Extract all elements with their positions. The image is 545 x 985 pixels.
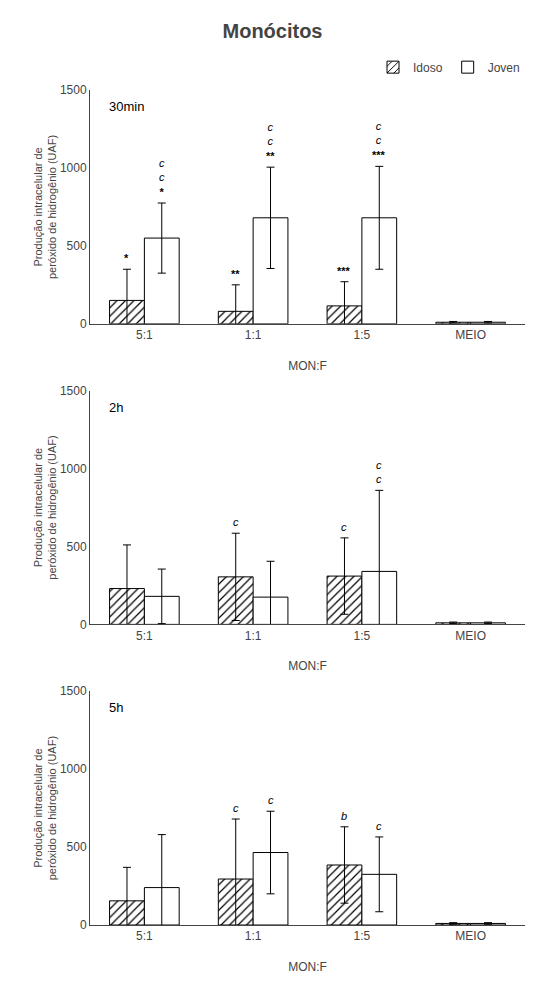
svg-text:cc*: cc*	[159, 157, 165, 198]
svg-text:0: 0	[80, 317, 87, 331]
svg-text:1:5: 1:5	[354, 629, 371, 643]
svg-text:2h: 2h	[109, 400, 123, 415]
svg-text:0: 0	[80, 618, 87, 632]
svg-text:c: c	[233, 516, 239, 528]
svg-text:Produção intracelular deperóxi: Produção intracelular deperóxido de hidr…	[32, 135, 58, 279]
svg-text:*: *	[124, 252, 129, 264]
svg-text:**: **	[231, 268, 240, 280]
svg-text:500: 500	[67, 840, 87, 854]
svg-text:***: ***	[337, 265, 351, 277]
svg-text:b: b	[341, 810, 347, 822]
svg-text:MEIO: MEIO	[455, 929, 486, 943]
svg-text:5:1: 5:1	[136, 929, 153, 943]
svg-text:MON:F: MON:F	[288, 960, 327, 974]
svg-text:500: 500	[67, 540, 87, 554]
svg-text:5:1: 5:1	[136, 328, 153, 342]
svg-text:c: c	[376, 820, 382, 832]
svg-text:5h: 5h	[109, 700, 123, 715]
svg-text:c: c	[341, 521, 347, 533]
svg-text:1:5: 1:5	[354, 929, 371, 943]
svg-text:5:1: 5:1	[136, 629, 153, 643]
svg-text:c: c	[268, 794, 274, 806]
svg-text:cc: cc	[376, 459, 382, 485]
svg-text:1:5: 1:5	[354, 328, 371, 342]
svg-text:c: c	[233, 802, 239, 814]
svg-text:30min: 30min	[109, 99, 144, 114]
svg-text:Joven: Joven	[488, 61, 520, 75]
svg-text:Idoso: Idoso	[413, 61, 443, 75]
svg-text:1500: 1500	[60, 684, 87, 698]
svg-text:1500: 1500	[60, 384, 87, 398]
svg-text:MON:F: MON:F	[288, 659, 327, 673]
svg-text:Produção intracelular deperóxi: Produção intracelular deperóxido de hidr…	[32, 736, 58, 880]
svg-text:cc***: cc***	[372, 120, 386, 161]
svg-text:1500: 1500	[60, 83, 87, 97]
svg-text:MON:F: MON:F	[288, 359, 327, 373]
svg-text:0: 0	[80, 918, 87, 932]
svg-text:1:1: 1:1	[245, 929, 262, 943]
svg-text:500: 500	[67, 239, 87, 253]
svg-text:1:1: 1:1	[245, 629, 262, 643]
svg-text:1000: 1000	[60, 161, 87, 175]
svg-text:1:1: 1:1	[245, 328, 262, 342]
svg-text:1000: 1000	[60, 762, 87, 776]
svg-text:1000: 1000	[60, 462, 87, 476]
svg-text:MEIO: MEIO	[455, 328, 486, 342]
svg-text:Monócitos: Monócitos	[223, 20, 323, 42]
svg-text:Produção intracelular deperóxi: Produção intracelular deperóxido de hidr…	[32, 435, 58, 579]
svg-text:MEIO: MEIO	[455, 629, 486, 643]
svg-text:cc**: cc**	[266, 121, 275, 162]
